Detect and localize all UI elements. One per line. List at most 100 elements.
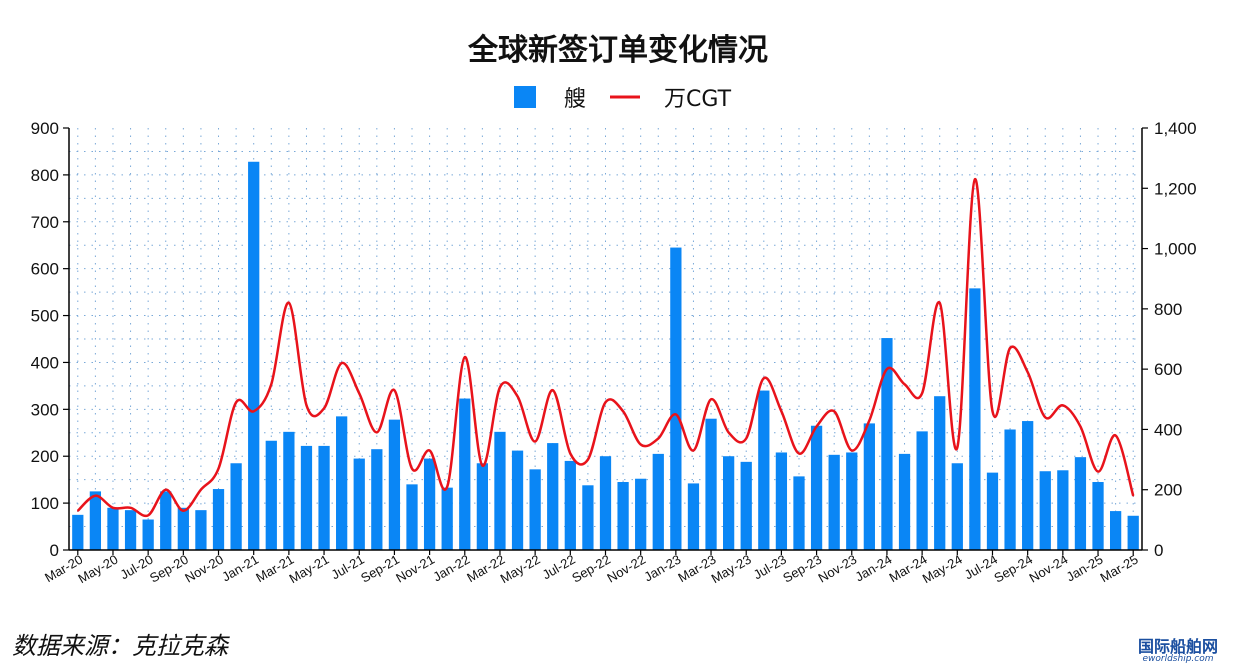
line-point	[1114, 434, 1117, 437]
bar	[529, 469, 541, 550]
bar	[652, 453, 664, 550]
line-point	[323, 407, 325, 410]
bar	[758, 390, 770, 550]
line-point	[129, 507, 132, 509]
line-point	[1097, 470, 1099, 473]
line-point	[499, 386, 501, 389]
bar	[1109, 511, 1122, 550]
x-tick-label: Jan-22	[430, 552, 472, 585]
bar	[635, 478, 647, 550]
bar	[599, 456, 612, 550]
y-right-tick-label: 600	[1154, 360, 1182, 379]
bar	[617, 482, 629, 550]
line-point	[358, 392, 361, 395]
line-point	[727, 431, 730, 434]
bar	[265, 440, 277, 550]
bar	[406, 484, 418, 550]
legend-bar-label: 艘	[564, 87, 586, 112]
bar	[107, 507, 119, 550]
y-right-tick-label: 1,000	[1154, 240, 1197, 259]
bar	[1057, 470, 1069, 550]
bar	[142, 519, 154, 550]
line-point	[710, 398, 712, 401]
line-point	[991, 410, 994, 413]
bar	[89, 491, 102, 550]
bar	[283, 431, 295, 550]
x-tick-label: May-20	[75, 552, 120, 587]
bar	[459, 398, 471, 550]
bar	[72, 514, 84, 550]
y-left-tick-label: 600	[31, 260, 59, 279]
line-point	[780, 410, 783, 413]
x-tick-label: Nov-21	[393, 552, 437, 586]
x-tick-label: Nov-23	[815, 552, 859, 586]
y-right-tick-label: 1,200	[1154, 179, 1197, 198]
bar	[511, 450, 524, 550]
line-point	[551, 389, 554, 392]
x-tick-label: Sep-21	[358, 552, 402, 586]
bar	[582, 485, 594, 550]
x-tick-label: Sep-22	[569, 552, 613, 586]
bar	[441, 487, 453, 550]
x-tick-label: Jan-24	[853, 552, 895, 585]
bar	[124, 510, 137, 550]
x-tick-label: Nov-24	[1027, 552, 1071, 586]
line-point	[1132, 494, 1135, 497]
x-tick-label: Sep-20	[147, 552, 191, 586]
y-right-tick-label: 1,400	[1154, 119, 1197, 138]
y-left-tick-label: 300	[31, 400, 59, 419]
line-point	[938, 302, 941, 304]
line-point	[850, 449, 853, 452]
line-point	[639, 443, 642, 446]
y-left-tick-label: 800	[31, 166, 59, 185]
line-point	[1044, 416, 1047, 419]
line-point	[921, 392, 923, 395]
line-point	[1009, 347, 1011, 349]
bar-series	[72, 161, 1139, 551]
line-path	[76, 177, 1135, 518]
bar	[1022, 421, 1034, 550]
bar	[212, 489, 225, 550]
y-left-tick-label: 200	[31, 447, 59, 466]
bar	[740, 461, 752, 550]
bar	[969, 288, 981, 550]
line-point	[1062, 404, 1064, 407]
line-point	[112, 507, 114, 509]
bar	[547, 443, 559, 550]
x-tick-label: Sep-23	[780, 552, 824, 586]
bar	[177, 507, 189, 550]
line-point	[411, 467, 413, 470]
line-point	[974, 178, 976, 181]
bar	[863, 423, 875, 550]
y-right-tick-label: 0	[1154, 541, 1163, 560]
line-point	[182, 510, 185, 512]
line-point	[340, 362, 343, 364]
bar	[1092, 482, 1104, 550]
line-point	[516, 395, 519, 398]
legend: 艘 万CGT	[514, 86, 732, 112]
watermark-sub: eworldship.com	[1142, 654, 1214, 664]
watermark-logo: 国际船舶网 eworldship.com	[1128, 639, 1228, 664]
x-tick-label: Jan-25	[1064, 552, 1106, 585]
line-point	[675, 413, 677, 416]
bar	[705, 418, 717, 550]
y-left-tick-label: 0	[50, 541, 59, 560]
bar	[793, 476, 805, 550]
line-point	[1079, 425, 1082, 428]
line-point	[833, 410, 835, 413]
chart-title: 全球新签订单变化情况	[467, 33, 768, 68]
x-tick-label: May-22	[498, 552, 543, 587]
line-point	[76, 510, 79, 512]
line-point	[305, 404, 308, 407]
bar	[318, 445, 330, 550]
x-tick-label: Sep-24	[991, 552, 1035, 586]
bar	[951, 463, 963, 550]
legend-line-label: 万CGT	[664, 87, 732, 112]
bar	[353, 458, 365, 550]
bar	[775, 452, 788, 550]
bar	[494, 431, 506, 550]
watermark-main: 国际船舶网	[1137, 637, 1218, 656]
bar	[934, 396, 946, 550]
line-point	[235, 401, 237, 404]
line-point	[217, 467, 220, 470]
